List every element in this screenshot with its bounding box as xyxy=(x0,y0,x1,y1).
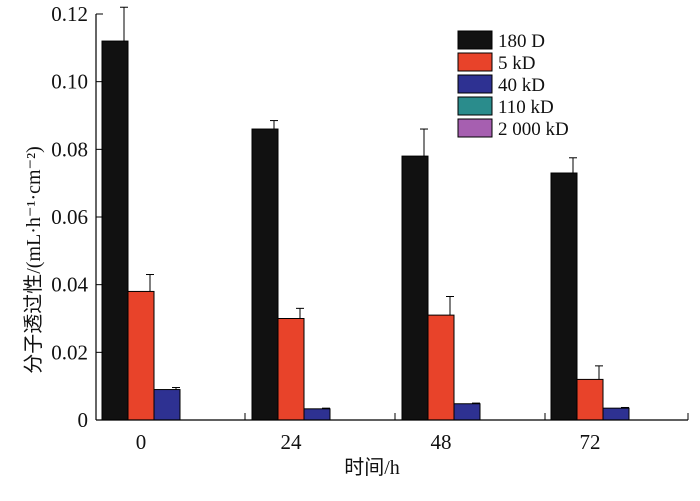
legend-swatch-40kD xyxy=(457,74,493,94)
legend-label: 110 kD xyxy=(498,97,554,118)
x-tick-label: 48 xyxy=(431,430,452,454)
bar-5kD-0 xyxy=(127,290,155,421)
x-tick-label: 72 xyxy=(580,430,601,454)
bar-180D-48 xyxy=(401,155,429,421)
y-tick-label: 0 xyxy=(78,408,89,432)
bar-5kD-72 xyxy=(576,378,604,421)
y-axis-title: 分子透过性/(mL·h⁻¹·cm⁻²) xyxy=(22,146,45,374)
bar-40kD-48 xyxy=(453,403,481,421)
legend-swatch-5kD xyxy=(457,52,493,72)
y-tick-label: 0.08 xyxy=(51,137,88,161)
error-bars-layer xyxy=(120,6,629,409)
bar-180D-24 xyxy=(251,128,279,421)
x-axis-title: 时间/h xyxy=(344,456,400,479)
x-tick-label: 24 xyxy=(281,430,303,454)
y-tick-label: 0.04 xyxy=(51,273,88,297)
bar-40kD-0 xyxy=(153,389,181,421)
legend-label: 180 D xyxy=(498,31,545,52)
bar-40kD-72 xyxy=(602,407,630,421)
y-tick-label: 0.10 xyxy=(51,70,88,94)
y-tick-label: 0.06 xyxy=(51,205,88,229)
y-tick-label: 0.12 xyxy=(51,2,88,26)
legend-swatch-180D xyxy=(457,30,493,50)
bar-5kD-24 xyxy=(277,318,305,421)
x-tick-label: 0 xyxy=(136,430,147,454)
bar-180D-72 xyxy=(550,172,578,421)
bar-180D-0 xyxy=(101,40,129,421)
legend-label: 40 kD xyxy=(498,75,545,96)
bar-40kD-24 xyxy=(303,408,331,421)
bar-5kD-48 xyxy=(427,314,455,421)
bars-layer xyxy=(101,40,630,421)
y-tick-label: 0.02 xyxy=(51,340,88,364)
legend-label: 2 000 kD xyxy=(498,119,569,140)
axes-layer: 0 0.02 0.04 0.06 0.08 0.10 0.12 0 24 48 72 xyxy=(51,2,689,454)
legend-swatch-2000kD xyxy=(457,118,493,138)
legend-swatch-110kD xyxy=(457,96,493,116)
legend-label: 5 kD xyxy=(498,53,535,74)
